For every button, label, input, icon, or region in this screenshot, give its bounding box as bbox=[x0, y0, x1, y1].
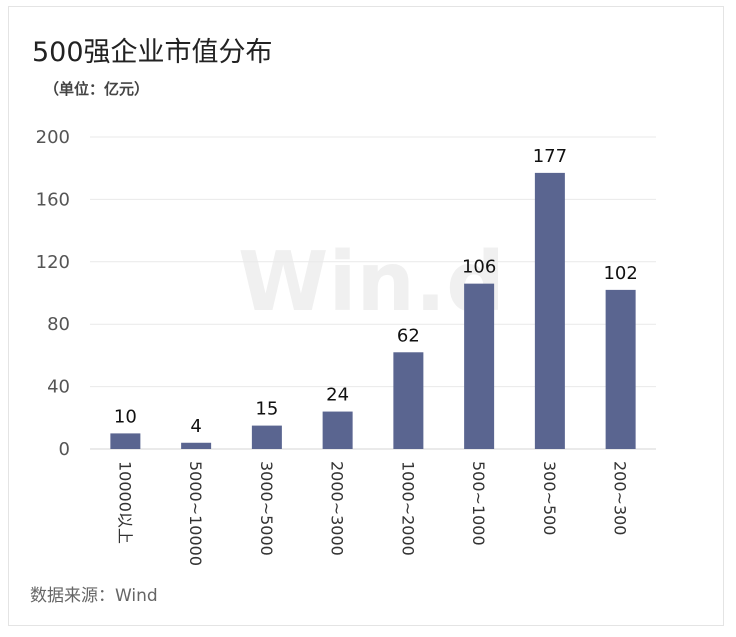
y-tick-label: 200 bbox=[36, 127, 70, 148]
y-tick-label: 40 bbox=[47, 377, 70, 398]
bar bbox=[534, 172, 565, 449]
data-label: 4 bbox=[190, 416, 201, 437]
x-tick-label: 3000~5000 bbox=[257, 461, 276, 556]
y-tick-label: 80 bbox=[47, 314, 70, 335]
x-tick-label: 500~1000 bbox=[469, 461, 488, 546]
y-tick-label: 120 bbox=[36, 252, 70, 273]
chart-title: 500强企业市值分布 bbox=[32, 37, 273, 68]
chart-source: 数据来源：Wind bbox=[30, 586, 158, 606]
y-tick-label: 160 bbox=[36, 189, 70, 210]
chart-subtitle: （单位：亿元） bbox=[44, 80, 150, 98]
data-label: 177 bbox=[533, 146, 567, 167]
bar bbox=[322, 411, 353, 449]
x-tick-label: 10000以上 bbox=[115, 461, 134, 544]
bar bbox=[110, 433, 141, 449]
data-label: 15 bbox=[255, 399, 278, 420]
x-tick-label: 1000~2000 bbox=[398, 461, 417, 556]
data-label: 24 bbox=[326, 385, 349, 406]
bar bbox=[181, 442, 212, 449]
x-tick-label: 5000~10000 bbox=[186, 461, 205, 566]
data-label: 102 bbox=[603, 263, 637, 284]
data-label: 62 bbox=[397, 325, 420, 346]
bar bbox=[464, 283, 495, 449]
bar bbox=[393, 352, 424, 449]
watermark: Win.d bbox=[238, 235, 505, 330]
x-tick-label: 300~500 bbox=[540, 461, 559, 535]
x-tick-label: 200~300 bbox=[611, 461, 630, 535]
data-label: 106 bbox=[462, 257, 496, 278]
data-label: 10 bbox=[114, 406, 137, 427]
y-tick-label: 0 bbox=[59, 439, 70, 460]
bar bbox=[251, 425, 282, 449]
chart-card bbox=[8, 6, 724, 626]
x-tick-label: 2000~3000 bbox=[328, 461, 347, 556]
bar bbox=[605, 289, 636, 449]
